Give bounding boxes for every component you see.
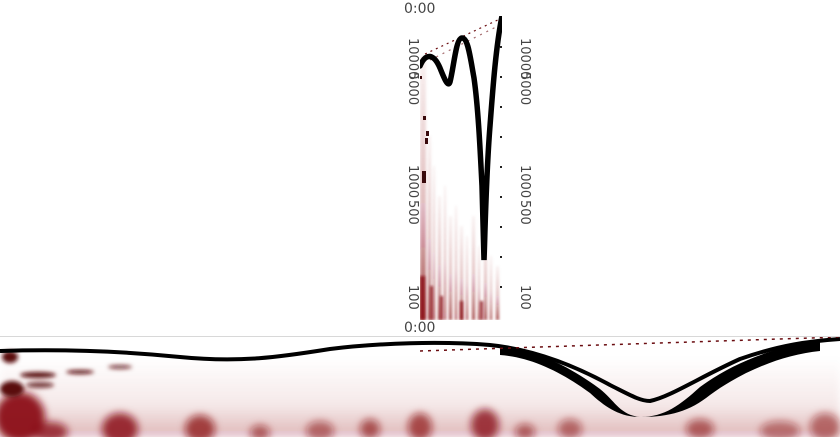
right-axis-tick-100: 100 — [517, 285, 532, 310]
left-harmonics — [0, 351, 132, 397]
horizontal-spectrogram[interactable] — [0, 336, 840, 437]
time-label-top: 0:00 — [404, 1, 436, 17]
diagonal-ramp-horizontal — [419, 337, 840, 352]
vertical-spectrogram-canvas — [420, 16, 502, 320]
low-frequency-energy — [420, 276, 483, 320]
right-axis-tick-500: 500 — [517, 200, 532, 225]
left-axis-tick-100: 100 — [405, 285, 420, 310]
left-edge-marks — [420, 76, 429, 183]
time-label-bottom: 0:00 — [404, 320, 436, 336]
left-axis-tick-1000: 1000 — [405, 165, 420, 199]
left-axis-tick-500: 500 — [405, 200, 420, 225]
right-tick-marks — [500, 46, 502, 288]
pitch-trace — [420, 16, 502, 261]
low-frequency-blobs — [0, 392, 840, 437]
right-axis-tick-1000: 1000 — [517, 165, 532, 199]
left-axis-tick-5000: 5000 — [405, 72, 420, 106]
horizontal-spectrogram-canvas — [0, 337, 840, 437]
pitch-trace-horizontal — [0, 337, 840, 404]
vertical-spectrogram[interactable] — [420, 16, 502, 320]
dip-region — [500, 341, 820, 417]
spectral-streaks — [420, 56, 499, 320]
right-axis-tick-5000: 5000 — [517, 72, 532, 106]
